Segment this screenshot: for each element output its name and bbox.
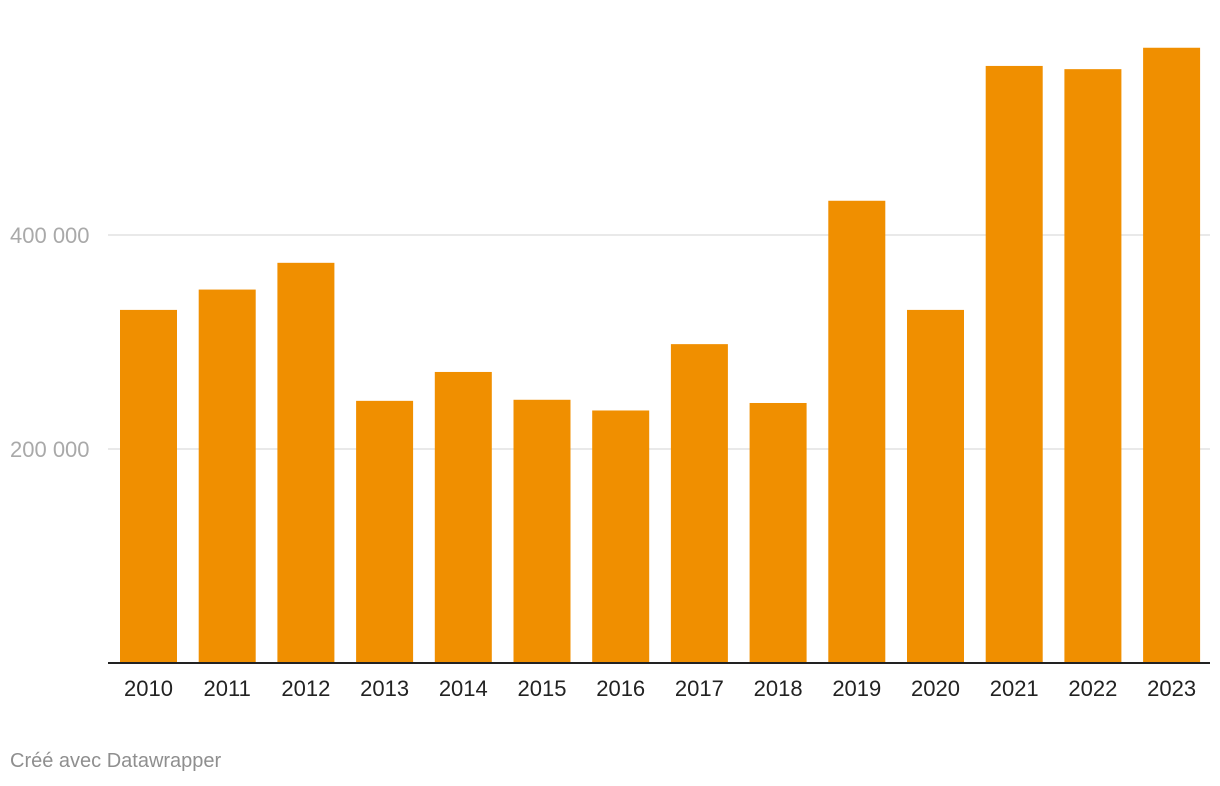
bar-2021[interactable] bbox=[985, 65, 1043, 663]
x-tick-label: 2010 bbox=[124, 676, 173, 701]
bar-2022[interactable] bbox=[1064, 69, 1122, 663]
bar-2017[interactable] bbox=[670, 344, 728, 663]
bar-2018[interactable] bbox=[749, 402, 807, 663]
x-tick-label: 2023 bbox=[1147, 676, 1196, 701]
bar-2023[interactable] bbox=[1143, 47, 1201, 663]
bar-2013[interactable] bbox=[356, 400, 414, 663]
x-axis-tick-labels: 2010 2011 2012 2013 2014 2015 2016 2017 2018 2019… bbox=[124, 676, 1196, 701]
bar-2020[interactable] bbox=[907, 309, 964, 663]
gridlines bbox=[108, 234, 1210, 450]
x-tick-label: 2016 bbox=[596, 676, 645, 701]
x-tick-label: 2013 bbox=[360, 676, 409, 701]
bar-2012[interactable] bbox=[277, 262, 335, 663]
x-tick-label: 2022 bbox=[1068, 676, 1117, 701]
x-tick-label: 2011 bbox=[204, 676, 251, 701]
x-tick-label: 2017 bbox=[675, 676, 724, 701]
x-tick-label: 2021 bbox=[990, 676, 1039, 701]
x-tick-label: 2019 bbox=[832, 676, 881, 701]
x-tick-label: 2020 bbox=[911, 676, 960, 701]
bar-2016[interactable] bbox=[592, 410, 650, 663]
y-tick-label: 200 000 bbox=[10, 437, 90, 462]
x-tick-label: 2012 bbox=[281, 676, 330, 701]
bar-2010[interactable] bbox=[120, 309, 177, 663]
datawrapper-credit[interactable]: Créé avec Datawrapper bbox=[10, 750, 222, 772]
y-axis-tick-labels: 200 000 400 000 bbox=[10, 223, 90, 462]
x-tick-label: 2015 bbox=[518, 676, 567, 701]
bar-2011[interactable] bbox=[198, 289, 256, 663]
x-tick-label: 2018 bbox=[754, 676, 803, 701]
y-tick-label: 400 000 bbox=[10, 223, 90, 248]
bar-2015[interactable] bbox=[513, 399, 571, 663]
bar-2019[interactable] bbox=[828, 200, 886, 663]
bars bbox=[120, 47, 1201, 663]
x-tick-label: 2014 bbox=[439, 676, 488, 701]
bar-2014[interactable] bbox=[434, 371, 492, 663]
